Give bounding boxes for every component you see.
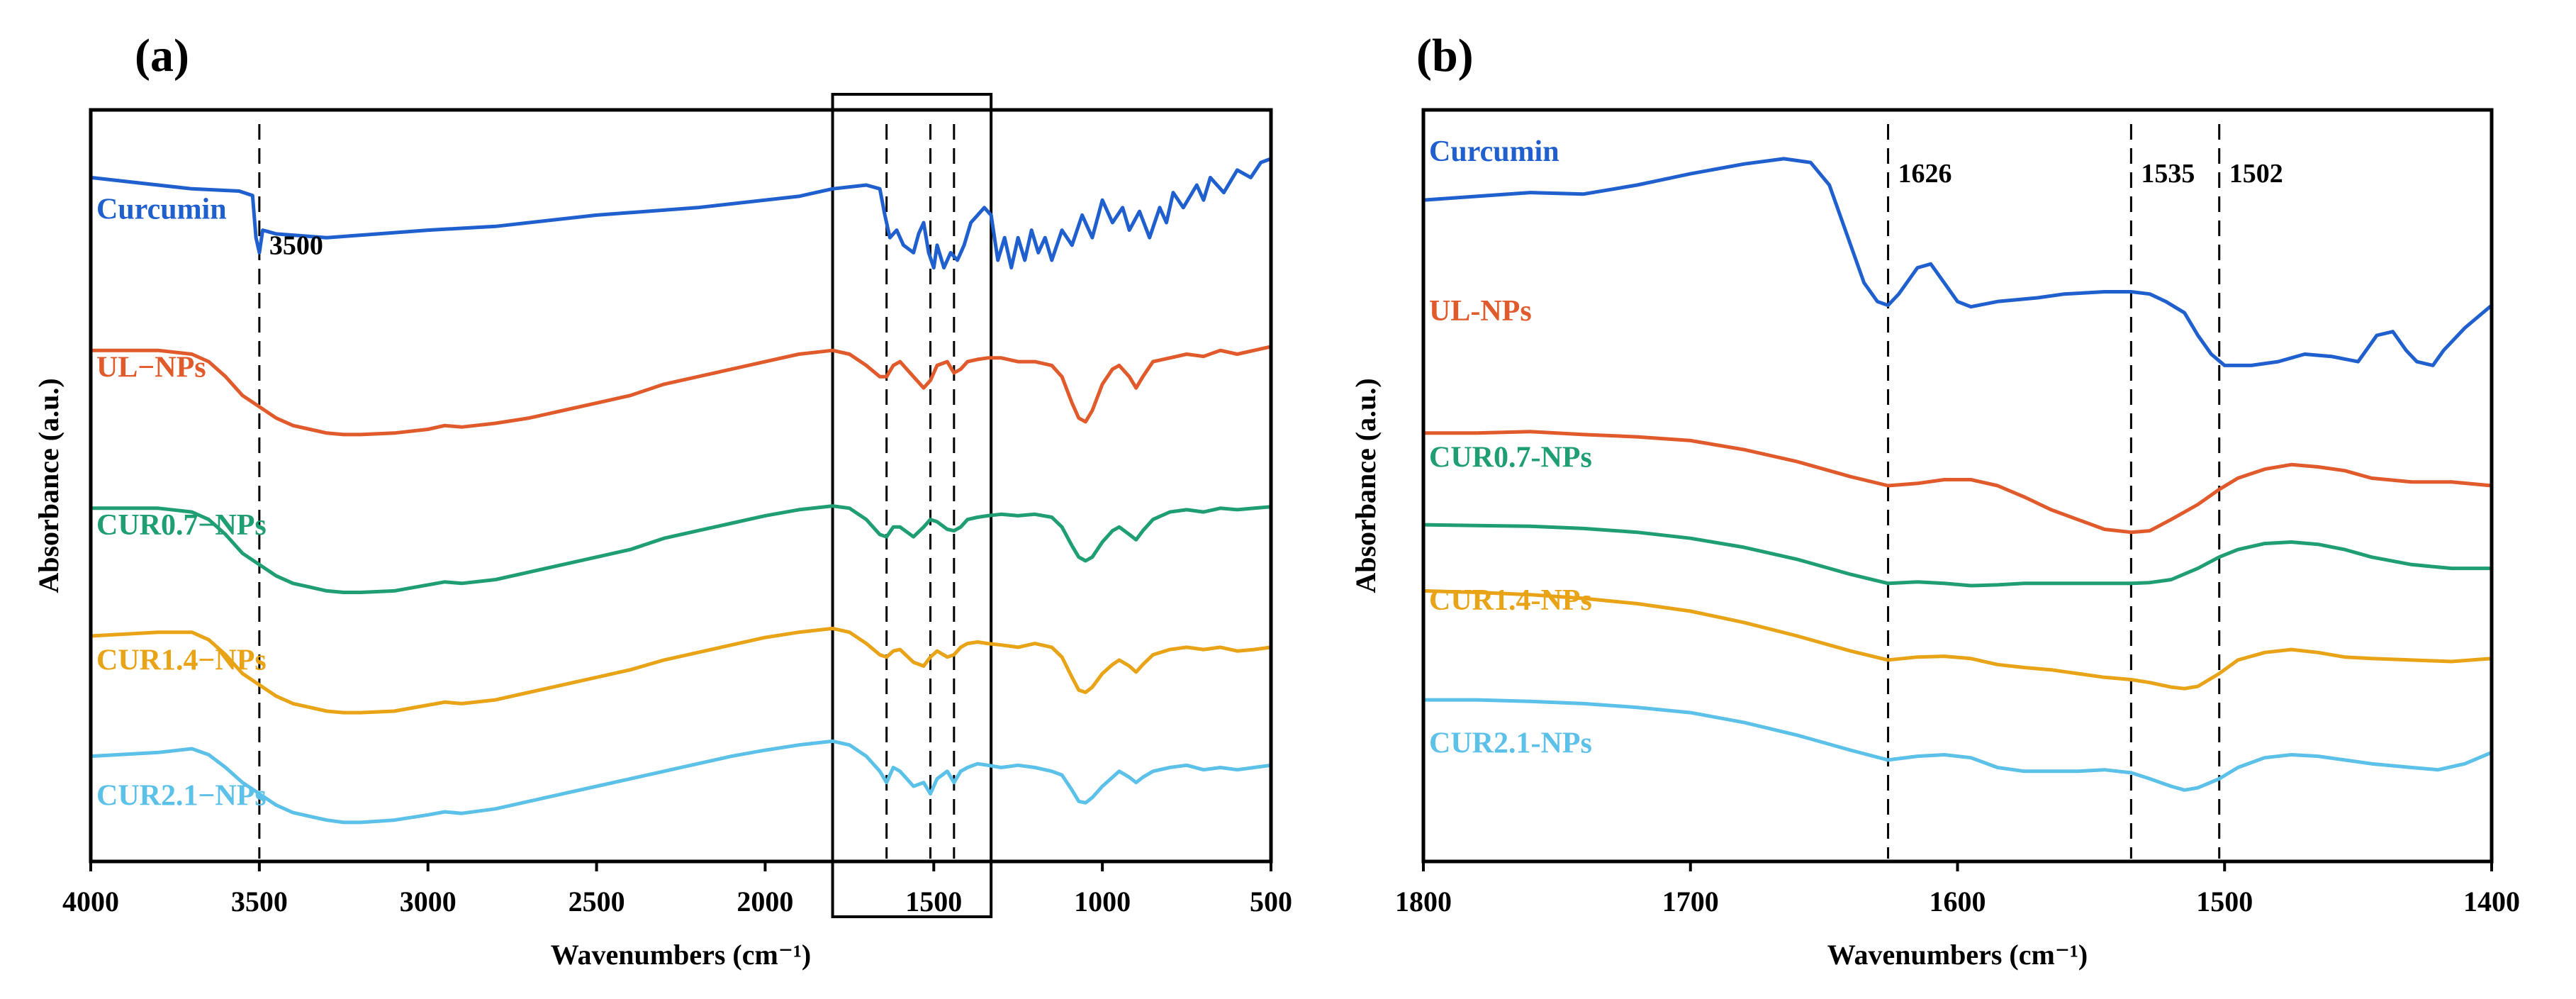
- panel-b-chart: (b) Curcumin UL-NPs CUR0.7-NPs CUR1.4-NPs CUR…: [1350, 30, 2520, 971]
- panel-label: (b): [1416, 30, 1474, 82]
- series-label-cur1-4-nps: CUR1.4−NPs: [96, 644, 267, 677]
- x-tick-label-3500: 3500: [231, 886, 288, 917]
- series-line-ul-nps: [1421, 430, 2494, 535]
- y-axis-title: Absorbance (a.u.): [33, 378, 65, 593]
- x-tick-label-1000: 1000: [1074, 886, 1131, 917]
- series-label-ul-nps: UL−NPs: [96, 351, 206, 384]
- x-tick-label-500: 500: [1250, 886, 1292, 917]
- x-tick-label-3000: 3000: [400, 886, 457, 917]
- series-line-cur1-4-nps: [1421, 588, 2494, 691]
- plot-frame: [89, 108, 1273, 864]
- annotation-1502: 1502: [2229, 159, 2283, 189]
- annotation-3500: 3500: [269, 231, 323, 261]
- x-tick-label-1800: 1800: [1395, 886, 1452, 917]
- series-line-cur0-7-nps: [89, 504, 1273, 594]
- series-label-cur0-7-nps: CUR0.7-NPs: [1429, 442, 1592, 474]
- series-label-curcumin: Curcumin: [96, 194, 227, 226]
- x-tick-label-1700: 1700: [1662, 886, 1719, 917]
- annotation-1626: 1626: [1898, 159, 1952, 189]
- series-line-cur1-4-nps: [89, 626, 1273, 715]
- x-tick-label-2500: 2500: [569, 886, 625, 917]
- series-line-ul-nps: [89, 345, 1273, 437]
- highlight-box: [831, 93, 993, 918]
- annotation-1535: 1535: [2141, 159, 2195, 189]
- y-axis-title: Absorbance (a.u.): [1350, 378, 1382, 593]
- x-tick-label-2000: 2000: [737, 886, 793, 917]
- series-line-cur0-7-nps: [1421, 523, 2494, 588]
- series-line-curcumin: [89, 157, 1273, 270]
- x-tick-label-4000: 4000: [62, 886, 119, 917]
- series-label-cur1-4-nps: CUR1.4-NPs: [1429, 584, 1592, 617]
- x-tick-label-1400: 1400: [2463, 886, 2520, 917]
- series-line-curcumin: [1421, 157, 2494, 367]
- series-line-cur2-1-nps: [1421, 698, 2494, 792]
- series-label-cur2-1-nps: CUR2.1−NPs: [96, 780, 267, 813]
- series-label-cur0-7-nps: CUR0.7−NPs: [96, 509, 267, 542]
- x-tick-label-1600: 1600: [1930, 886, 1986, 917]
- panel-label: (a): [135, 30, 189, 82]
- x-axis-title: Wavenumbers (cm⁻¹): [1827, 939, 2088, 971]
- x-axis-title: Wavenumbers (cm⁻¹): [551, 939, 812, 971]
- x-tick-label-1500: 1500: [905, 886, 962, 917]
- series-label-ul-nps: UL-NPs: [1429, 295, 1532, 328]
- series-label-curcumin: Curcumin: [1429, 135, 1559, 168]
- series-line-cur2-1-nps: [89, 739, 1273, 825]
- series-label-cur2-1-nps: CUR2.1-NPs: [1429, 727, 1592, 759]
- x-tick-label-1500: 1500: [2196, 886, 2253, 917]
- panel-a-chart: (a) Curcumin UL−NPs CUR0.7−NPs CUR1.4−NPs CUR…: [33, 30, 1292, 971]
